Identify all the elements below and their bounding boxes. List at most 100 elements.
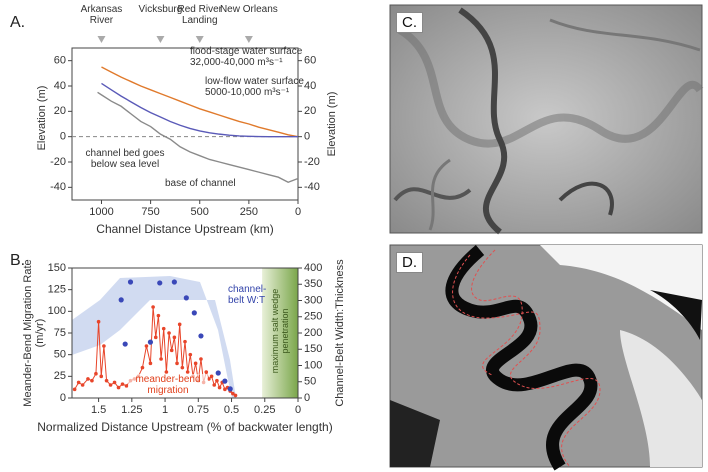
series-marker	[183, 339, 187, 344]
series-marker	[188, 352, 193, 357]
series-marker	[193, 361, 198, 366]
y-tick-label: -40	[50, 181, 66, 193]
series-marker	[185, 370, 190, 374]
series-marker	[215, 370, 221, 376]
series-marker	[127, 279, 134, 285]
series-marker	[151, 305, 155, 309]
y-axis-label: Meander-Bend Migration Rate (m/yr)	[22, 259, 46, 407]
x-tick-label: 750	[141, 206, 159, 218]
series-marker	[76, 380, 81, 385]
annotation: base of channel	[165, 178, 236, 189]
x-tick-label: 250	[240, 206, 258, 218]
x-tick-label: 500	[191, 206, 209, 218]
series-marker	[147, 339, 154, 345]
annotation: low-flow water surface	[205, 76, 304, 87]
x-tick-label: 0.25	[254, 404, 275, 416]
location-label: Arkansas River	[80, 4, 123, 26]
location-label: Red River Landing	[177, 4, 222, 26]
location-marker	[195, 36, 204, 43]
y2-tick-label: 100	[304, 359, 322, 371]
x-axis-label: Normalized Distance Upstream (% of backw…	[37, 420, 332, 434]
annotation: 32,000-40,000 m³s⁻¹	[190, 57, 283, 68]
y-tick-label: 25	[54, 370, 66, 382]
y-tick-label: 125	[48, 284, 66, 296]
series-marker	[104, 378, 109, 383]
x-tick-label: 1.5	[91, 404, 106, 416]
series-marker	[90, 378, 94, 383]
y2-tick-label: 0	[304, 131, 310, 143]
y2-axis-label: Channel-Belt Width:Thickness	[334, 259, 346, 407]
series-marker	[199, 357, 203, 361]
series-marker	[112, 380, 117, 385]
y-tick-label: 75	[54, 327, 66, 339]
y-tick-label: 20	[54, 105, 66, 117]
series-marker	[167, 331, 171, 335]
series-line	[101, 66, 299, 138]
annotation: channel-belt W:T	[228, 284, 267, 306]
series-marker	[207, 377, 211, 381]
annotation: flood-stage water surface	[190, 46, 303, 57]
series-marker	[180, 365, 185, 370]
x-tick-label: 0	[295, 206, 301, 218]
wt-envelope	[72, 276, 236, 398]
series-marker	[215, 378, 219, 383]
series-marker	[204, 370, 209, 374]
series-marker	[96, 319, 101, 324]
y2-tick-label: 250	[304, 311, 322, 323]
y2-tick-label: 50	[304, 376, 316, 388]
y-tick-label: -20	[50, 156, 66, 168]
series-marker	[209, 374, 214, 379]
series-marker	[86, 377, 90, 381]
series-marker	[198, 333, 204, 339]
series-marker	[169, 348, 174, 353]
series-marker	[124, 384, 129, 388]
plot-frame	[71, 47, 299, 201]
series-marker	[116, 385, 121, 390]
x-tick-label: 1	[162, 404, 168, 416]
image-c	[389, 4, 704, 235]
series-marker	[227, 386, 233, 392]
series-marker	[108, 383, 113, 387]
series-marker	[171, 279, 177, 285]
series-marker	[140, 365, 145, 370]
location-label: Vicksburg	[138, 4, 183, 15]
series-marker	[177, 322, 182, 327]
y2-tick-label: 150	[304, 343, 322, 355]
series-marker	[122, 341, 128, 347]
series-line	[101, 82, 298, 138]
x-tick-label: 1.25	[121, 404, 142, 416]
y-tick-label: 0	[60, 131, 66, 143]
series-marker	[183, 295, 189, 301]
image-d	[389, 244, 703, 471]
y-axis-label: Elevation (m)	[36, 85, 48, 151]
series-marker	[148, 361, 153, 366]
series-marker	[161, 326, 166, 331]
series-marker	[80, 383, 85, 387]
x-tick-label: 0.75	[188, 404, 209, 416]
series-marker	[157, 280, 163, 286]
series-marker	[153, 335, 158, 340]
y-tick-label: 60	[54, 55, 66, 67]
series-marker	[217, 385, 222, 390]
series-marker	[223, 387, 227, 392]
y-tick-label: 50	[54, 349, 66, 361]
location-marker	[156, 36, 165, 43]
location-marker	[97, 36, 106, 43]
panel-label: B.	[10, 252, 26, 269]
series-marker	[191, 310, 197, 316]
y2-tick-label: 0	[304, 392, 310, 404]
y-tick-label: 150	[48, 262, 66, 274]
panel-label: D.	[396, 252, 423, 273]
y-tick-label: 100	[48, 305, 66, 317]
series-marker	[120, 382, 125, 386]
annotation: channel bed goes below sea level	[85, 148, 165, 170]
series-marker	[164, 370, 169, 374]
series-marker	[159, 357, 163, 361]
panel-label: A.	[10, 14, 26, 31]
shaded-region	[262, 268, 298, 398]
series-marker	[175, 361, 179, 366]
series-marker	[144, 344, 149, 348]
y2-tick-label: 300	[304, 294, 322, 306]
location-label: New Orleans	[219, 4, 278, 15]
